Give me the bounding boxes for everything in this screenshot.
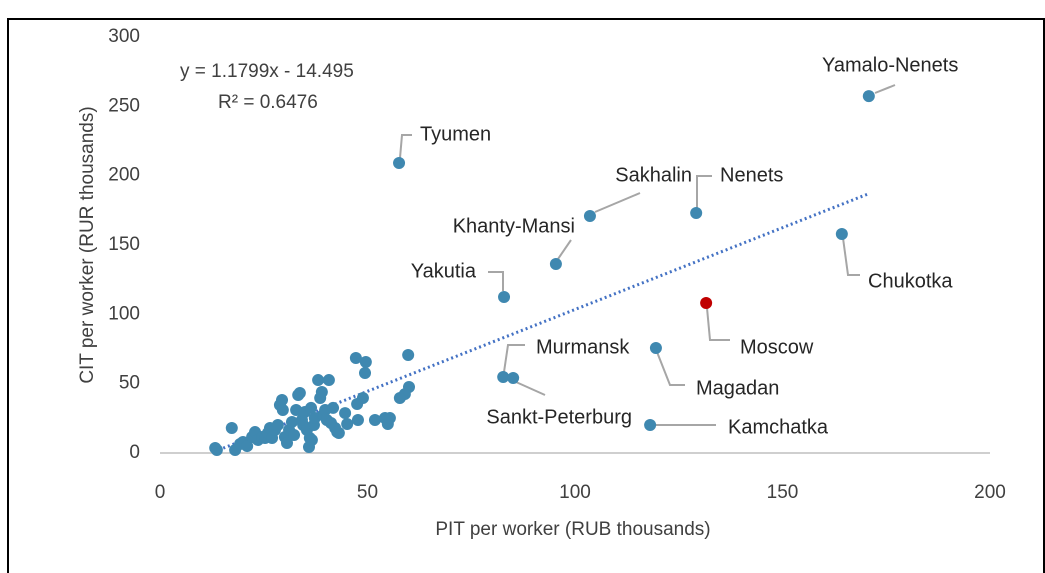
point bbox=[359, 366, 372, 379]
point bbox=[315, 385, 328, 398]
point bbox=[305, 401, 318, 414]
trend-equation: y = 1.1799x - 14.495 bbox=[180, 61, 354, 82]
point bbox=[497, 371, 510, 384]
point bbox=[210, 443, 223, 456]
point-label: Chukotka bbox=[868, 270, 953, 292]
point bbox=[285, 415, 298, 428]
x-axis-title: PIT per worker (RUB thousands) bbox=[435, 519, 710, 540]
x-tick-label: 50 bbox=[357, 482, 378, 503]
point bbox=[649, 342, 662, 355]
x-tick-label: 150 bbox=[767, 482, 799, 503]
point bbox=[393, 157, 406, 170]
y-tick-label: 150 bbox=[108, 234, 140, 255]
y-tick-label: 0 bbox=[129, 442, 140, 463]
point bbox=[862, 90, 875, 103]
x-tick-label: 0 bbox=[155, 482, 166, 503]
leader-line bbox=[594, 192, 641, 213]
leader-line bbox=[557, 239, 572, 260]
point bbox=[293, 386, 306, 399]
leader-line bbox=[656, 351, 685, 386]
point bbox=[280, 437, 293, 450]
chart-frame bbox=[7, 18, 1045, 573]
point bbox=[351, 398, 364, 411]
leader-line bbox=[874, 84, 896, 94]
point-label: Magadan bbox=[696, 377, 779, 399]
point bbox=[271, 418, 284, 431]
leader-line bbox=[706, 307, 730, 341]
point bbox=[583, 210, 596, 223]
y-tick-label: 200 bbox=[108, 165, 140, 186]
point bbox=[225, 422, 238, 435]
point-label: Tyumen bbox=[420, 123, 491, 145]
point bbox=[241, 440, 254, 453]
y-tick-label: 50 bbox=[119, 373, 140, 394]
leader-line bbox=[515, 381, 546, 396]
y-tick-label: 100 bbox=[108, 303, 140, 324]
point bbox=[322, 374, 335, 387]
point bbox=[359, 356, 372, 369]
point bbox=[288, 428, 301, 441]
point bbox=[305, 433, 318, 446]
point bbox=[332, 427, 345, 440]
point bbox=[690, 206, 703, 219]
x-tick-label: 100 bbox=[559, 482, 591, 503]
point bbox=[351, 413, 364, 426]
point bbox=[549, 257, 562, 270]
y-axis-title: CIT per worker (RUR thousands) bbox=[77, 106, 98, 383]
point bbox=[402, 348, 415, 361]
point bbox=[276, 394, 289, 407]
point bbox=[276, 404, 289, 417]
point bbox=[835, 228, 848, 241]
point-label: Kamchatka bbox=[728, 416, 829, 438]
point bbox=[383, 412, 396, 425]
leader-line bbox=[503, 344, 525, 373]
point-label: Khanty-Mansi bbox=[453, 215, 575, 237]
trend-r-squared: R² = 0.6476 bbox=[218, 92, 318, 113]
point-label: Moscow bbox=[740, 336, 814, 358]
y-tick-label: 300 bbox=[108, 26, 140, 47]
point bbox=[644, 418, 657, 431]
point-label: Sankt-Peterburg bbox=[486, 406, 632, 428]
point-label: Nenets bbox=[720, 164, 783, 186]
point-label: Murmansk bbox=[536, 336, 630, 358]
point bbox=[339, 407, 352, 420]
point bbox=[700, 296, 713, 309]
leader-line bbox=[842, 237, 860, 276]
y-tick-label: 250 bbox=[108, 95, 140, 116]
x-tick-label: 200 bbox=[974, 482, 1006, 503]
point-label: Yakutia bbox=[411, 260, 477, 282]
point bbox=[341, 418, 354, 431]
point bbox=[327, 401, 340, 414]
leader-line bbox=[488, 271, 504, 291]
leader-line bbox=[696, 175, 712, 208]
point bbox=[312, 374, 325, 387]
point bbox=[368, 413, 381, 426]
point bbox=[349, 352, 362, 365]
point-label: Yamalo-Nenets bbox=[822, 54, 958, 76]
leader-line bbox=[399, 134, 412, 159]
point bbox=[498, 291, 511, 303]
point bbox=[393, 391, 406, 404]
point bbox=[507, 371, 520, 384]
point-label: Sakhalin bbox=[615, 164, 692, 186]
